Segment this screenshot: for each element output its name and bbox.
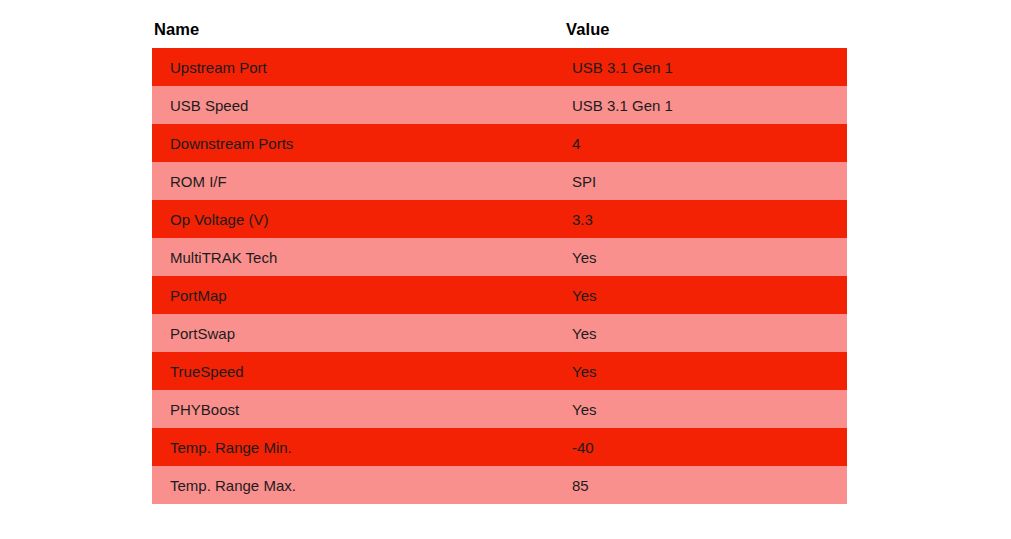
column-header-name: Name (152, 10, 566, 48)
spec-value-cell: Yes (566, 276, 847, 314)
spec-value-cell: Yes (566, 352, 847, 390)
spec-value-cell: Yes (566, 238, 847, 276)
spec-name-cell: ROM I/F (152, 162, 566, 200)
spec-name-cell: Temp. Range Min. (152, 428, 566, 466)
table-row: Downstream Ports 4 (152, 124, 847, 162)
table-row: MultiTRAK Tech Yes (152, 238, 847, 276)
spec-value-cell: SPI (566, 162, 847, 200)
spec-name-cell: USB Speed (152, 86, 566, 124)
spec-value-cell: -40 (566, 428, 847, 466)
spec-name-cell: PHYBoost (152, 390, 566, 428)
table-row: Upstream Port USB 3.1 Gen 1 (152, 48, 847, 86)
table-row: Op Voltage (V) 3.3 (152, 200, 847, 238)
spec-name-cell: PortSwap (152, 314, 566, 352)
spec-name-cell: Op Voltage (V) (152, 200, 566, 238)
table-row: USB Speed USB 3.1 Gen 1 (152, 86, 847, 124)
table-row: ROM I/F SPI (152, 162, 847, 200)
table-row: TrueSpeed Yes (152, 352, 847, 390)
table-row: PortSwap Yes (152, 314, 847, 352)
table-row: PHYBoost Yes (152, 390, 847, 428)
spec-name-cell: Upstream Port (152, 48, 566, 86)
spec-name-cell: Temp. Range Max. (152, 466, 566, 504)
spec-value-cell: 4 (566, 124, 847, 162)
spec-value-cell: USB 3.1 Gen 1 (566, 48, 847, 86)
spec-name-cell: PortMap (152, 276, 566, 314)
spec-name-cell: Downstream Ports (152, 124, 566, 162)
spec-name-cell: TrueSpeed (152, 352, 566, 390)
column-header-value: Value (566, 10, 847, 48)
table-row: Temp. Range Min. -40 (152, 428, 847, 466)
table-row: Temp. Range Max. 85 (152, 466, 847, 504)
spec-value-cell: USB 3.1 Gen 1 (566, 86, 847, 124)
spec-table: Name Value Upstream Port USB 3.1 Gen 1 U… (152, 10, 847, 504)
spec-value-cell: Yes (566, 314, 847, 352)
spec-table-container: Name Value Upstream Port USB 3.1 Gen 1 U… (152, 10, 847, 504)
spec-value-cell: 85 (566, 466, 847, 504)
header-row: Name Value (152, 10, 847, 48)
table-row: PortMap Yes (152, 276, 847, 314)
spec-name-cell: MultiTRAK Tech (152, 238, 566, 276)
spec-value-cell: 3.3 (566, 200, 847, 238)
spec-value-cell: Yes (566, 390, 847, 428)
